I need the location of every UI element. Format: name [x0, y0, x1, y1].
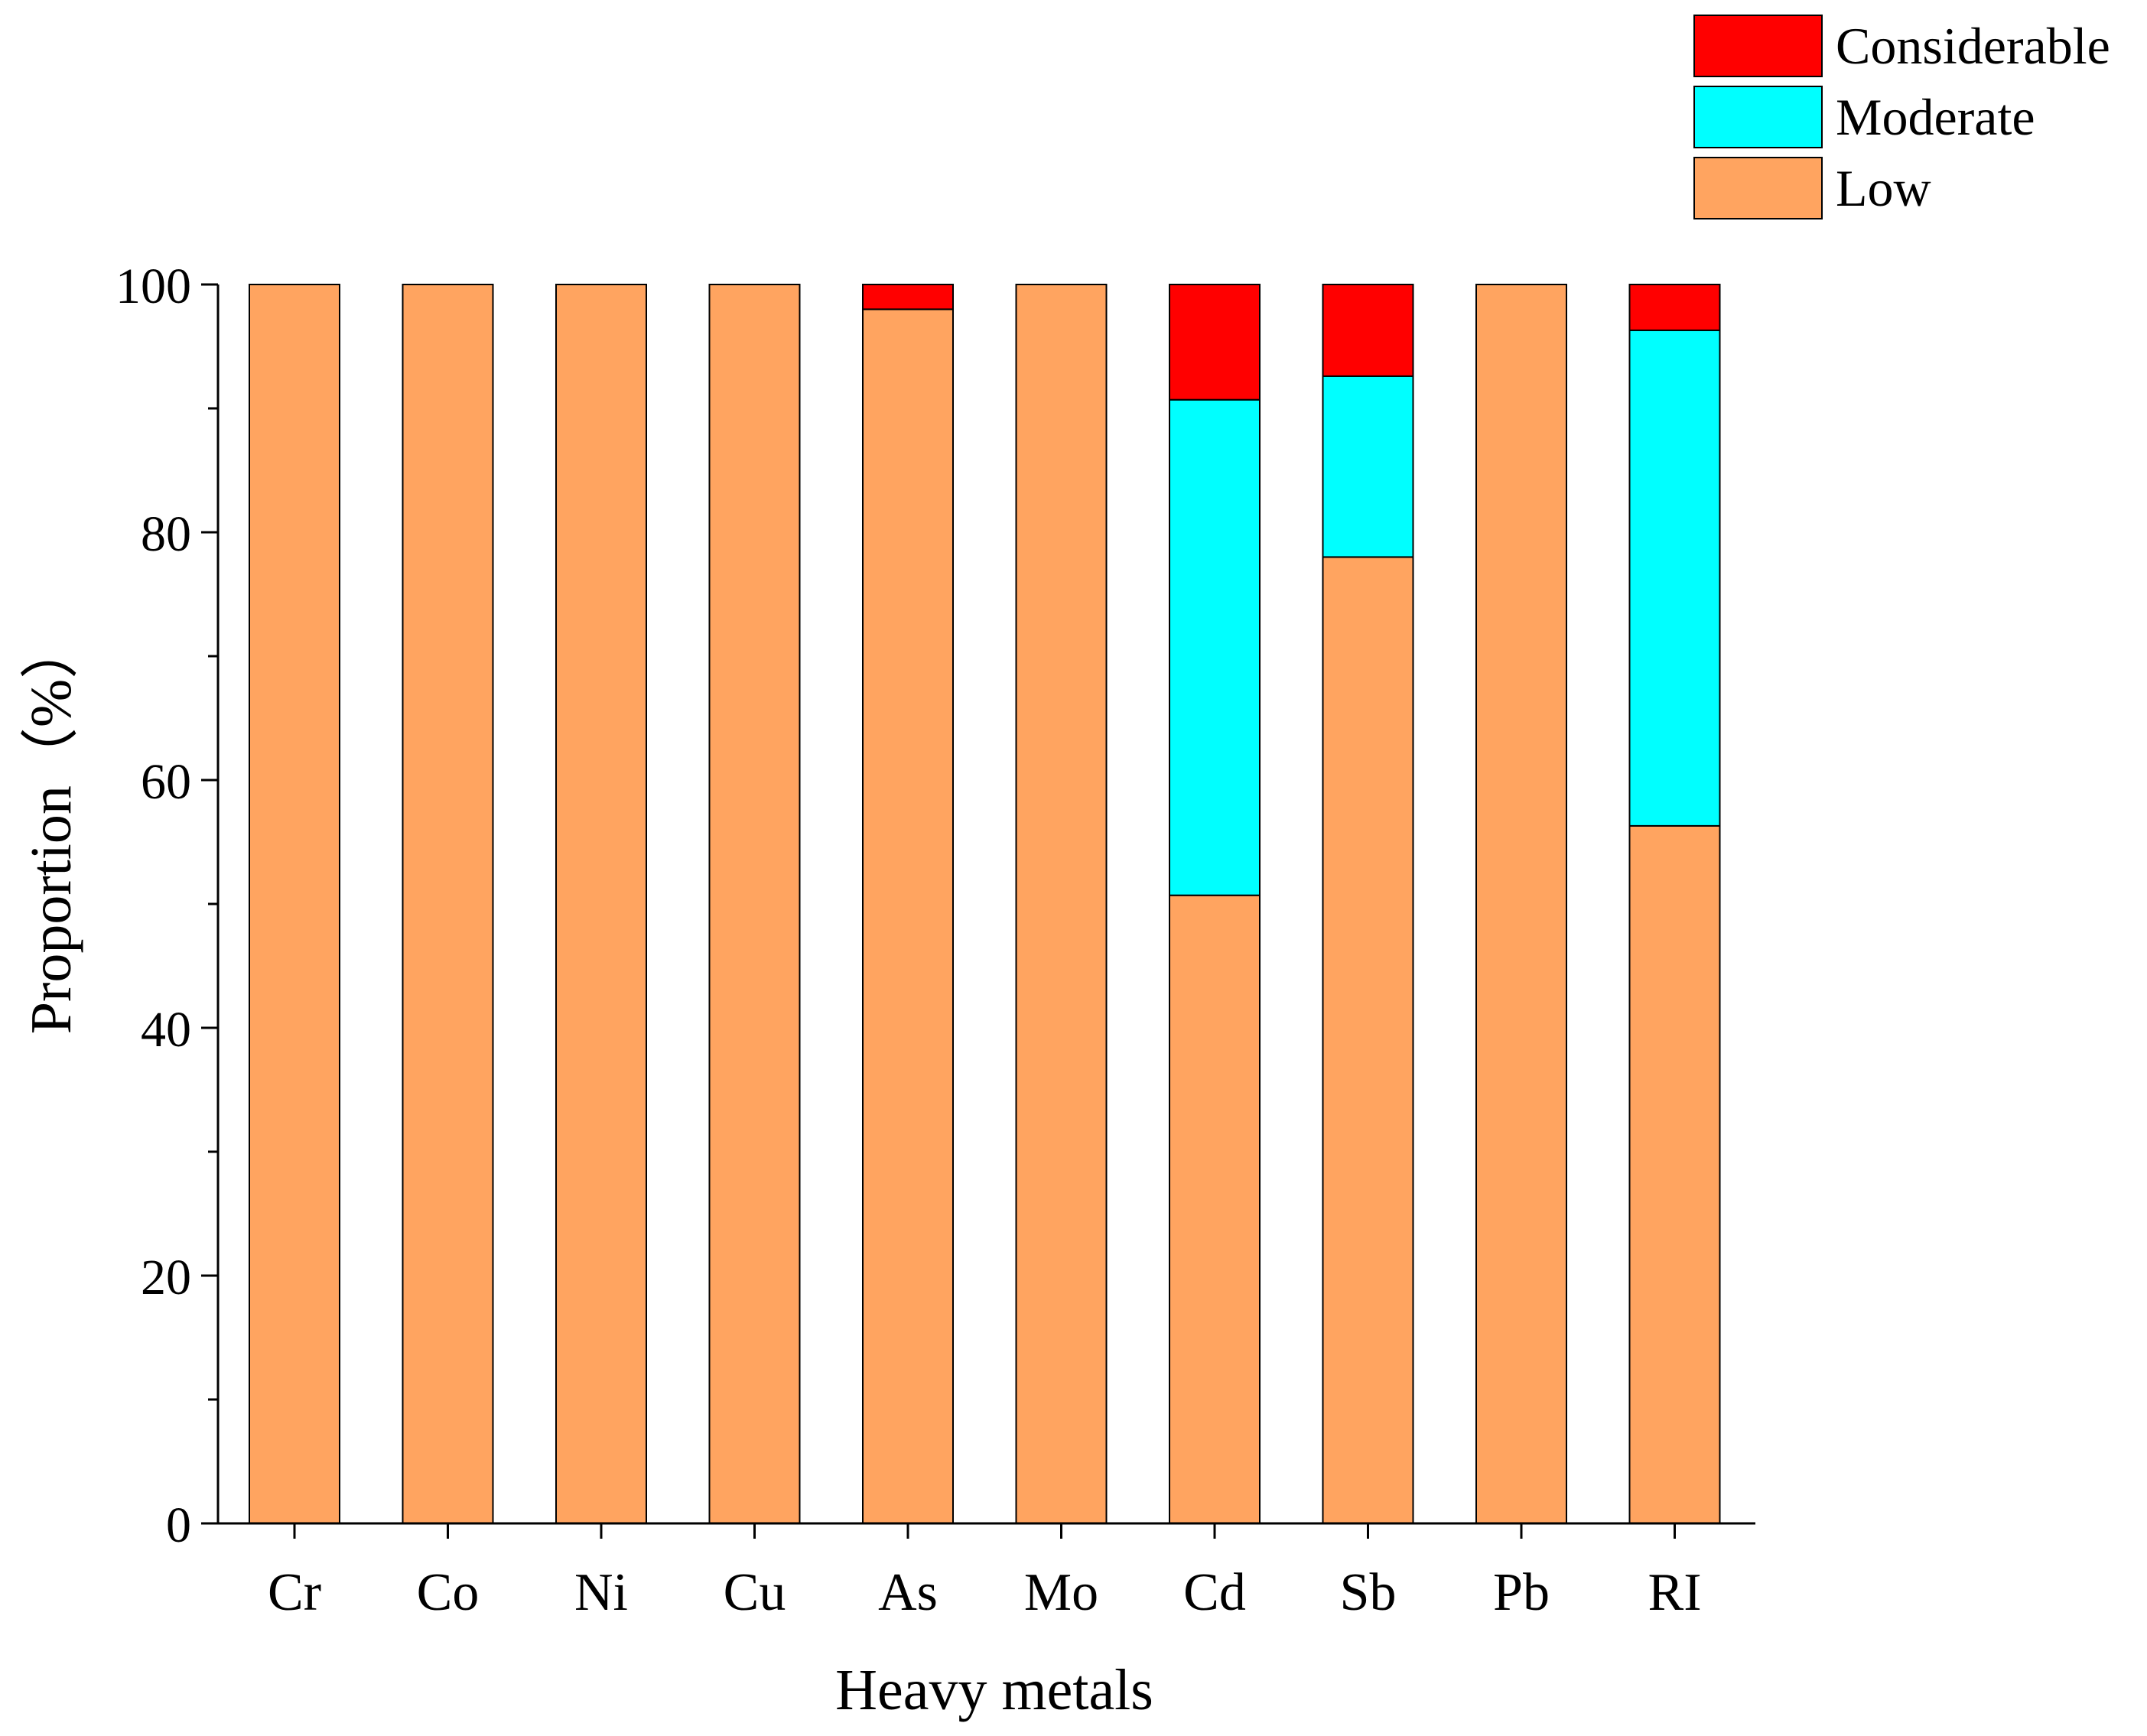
- bar-considerable-cd: [1169, 284, 1261, 401]
- y-tick-label: 60: [141, 754, 191, 810]
- x-tick-label-cu: Cu: [724, 1563, 786, 1622]
- bar-low-cu: [708, 284, 801, 1524]
- legend-label-considerable: Considerable: [1836, 17, 2110, 75]
- x-ticks: Cr Co Ni Cu As Mo Cd Sb Pb RI: [268, 1523, 1702, 1622]
- bar-low-co: [402, 284, 494, 1524]
- bar-low-as: [862, 308, 954, 1524]
- y-tick-label: 20: [141, 1250, 191, 1305]
- bar-low-sb: [1322, 556, 1414, 1524]
- x-tick-label-co: Co: [417, 1563, 480, 1622]
- bar-low-cr: [249, 284, 340, 1524]
- bar-considerable-sb: [1322, 284, 1414, 377]
- y-axis-title: Proportion（%）: [19, 621, 83, 1034]
- y-tick-label: 100: [115, 258, 191, 314]
- x-tick-label-cd: Cd: [1183, 1563, 1246, 1622]
- x-tick-label-cr: Cr: [268, 1563, 321, 1622]
- y-tick-label: 0: [166, 1497, 191, 1553]
- x-tick-label-sb: Sb: [1340, 1563, 1397, 1622]
- x-tick-label-ni: Ni: [574, 1563, 628, 1622]
- bar-moderate-sb: [1322, 375, 1414, 558]
- legend-swatch-moderate: [1693, 86, 1823, 148]
- legend-swatch-low: [1693, 157, 1823, 219]
- bar-moderate-ri: [1628, 329, 1721, 827]
- bar-low-cd: [1169, 894, 1261, 1524]
- x-tick-label-ri: RI: [1648, 1563, 1702, 1622]
- x-tick-label-mo: Mo: [1024, 1563, 1098, 1622]
- bars-layer: [249, 284, 1721, 1524]
- bar-moderate-cd: [1169, 398, 1261, 896]
- legend: Considerable Moderate Low: [1693, 15, 2110, 219]
- x-tick-label-pb: Pb: [1493, 1563, 1550, 1622]
- legend-label-low: Low: [1836, 159, 1931, 217]
- y-tick-label: 40: [141, 1002, 191, 1058]
- x-tick-label-as: As: [878, 1563, 938, 1622]
- bar-considerable-as: [862, 284, 954, 310]
- bar-low-ri: [1628, 824, 1721, 1524]
- legend-swatch-considerable: [1693, 15, 1823, 77]
- y-ticks: 0 20 40 60 80 100: [115, 258, 218, 1553]
- bar-low-ni: [555, 284, 647, 1524]
- y-tick-label: 80: [141, 506, 191, 562]
- bar-considerable-ri: [1628, 284, 1721, 331]
- bar-low-pb: [1475, 284, 1567, 1524]
- legend-label-moderate: Moderate: [1836, 88, 2035, 146]
- x-axis-title: Heavy metals: [835, 1658, 1153, 1722]
- bar-low-mo: [1015, 284, 1108, 1524]
